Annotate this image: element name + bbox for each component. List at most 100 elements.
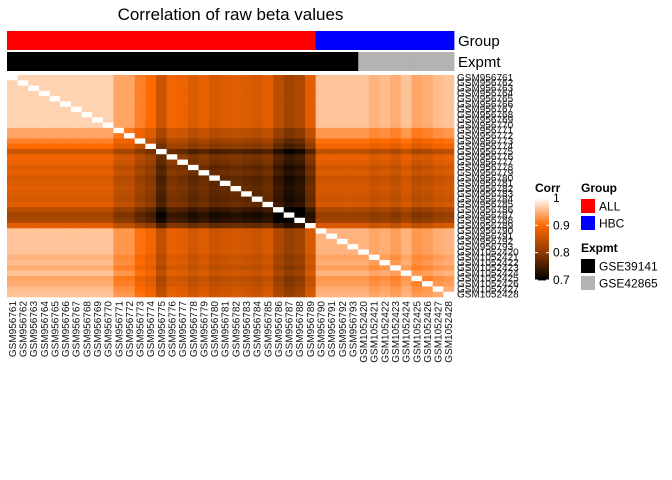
heatmap-cell [241,254,253,261]
heatmap-cell [241,90,253,97]
heatmap-cell [17,180,29,187]
heatmap-cell [294,164,306,171]
heatmap-cell [166,164,178,171]
annotation-label: Expmt [458,54,501,71]
heatmap-cell [177,164,189,171]
annotation-cell [326,52,338,71]
heatmap-cell [326,191,338,197]
heatmap-cell [198,249,210,256]
heatmap-cell [400,244,412,250]
heatmap-cell [219,223,231,229]
heatmap-cell [81,212,93,219]
heatmap-cell [156,228,167,234]
heatmap-cell [336,186,348,192]
heatmap-cell [7,101,18,108]
heatmap-cell [379,117,391,123]
heatmap-cell [209,75,221,81]
heatmap-cell [177,217,189,224]
heatmap-cell [336,159,348,166]
row-label: GSM956772 [457,131,514,142]
corr-colorbar-segment [535,211,549,214]
heatmap-cell [251,96,263,102]
heatmap-cell [156,90,167,97]
heatmap-cell [219,212,231,219]
heatmap-cell [379,233,391,240]
row-label: GSM956782 [457,184,514,195]
heatmap-cell [347,186,359,192]
heatmap-cell [81,249,93,256]
heatmap-cell [241,191,253,197]
heatmap-cell [368,175,380,182]
column-label: GSM956790 [316,301,327,358]
heatmap-cell [187,254,199,261]
heatmap-cell [379,196,391,203]
heatmap-cell [422,154,434,160]
heatmap-cell [38,85,50,92]
column-label: GSM1052421 [370,301,381,363]
heatmap-cell [443,212,455,219]
heatmap-cell [368,238,380,245]
heatmap-cell [70,207,82,213]
heatmap-cell [326,238,338,245]
heatmap-cell [443,180,455,187]
heatmap-cell [209,101,221,108]
heatmap-cell [187,149,199,155]
heatmap-cell [124,265,136,271]
heatmap-cell [305,196,316,203]
heatmap-cell [17,270,29,277]
heatmap-cell [230,270,242,277]
heatmap-cell [336,260,348,266]
heatmap-cell [219,186,231,192]
heatmap-cell [92,201,104,208]
heatmap-cell [251,201,263,208]
heatmap-cell [219,170,231,176]
heatmap-cell [198,138,210,145]
corr-colorbar-segment [535,217,549,219]
heatmap-cell [358,244,370,250]
heatmap-cell [411,175,423,182]
heatmap-cell [113,196,125,203]
heatmap-cell [102,249,114,256]
heatmap-cell [156,122,167,129]
heatmap-cell [7,244,18,250]
heatmap-cell [358,101,370,108]
heatmap-cell [102,143,114,150]
heatmap-cell [390,238,402,245]
heatmap-cell [38,186,50,192]
heatmap-cell [358,85,370,92]
heatmap-cell [92,265,104,271]
heatmap-cell [70,286,82,293]
heatmap-cell [81,122,93,129]
annotation-cell [262,31,274,50]
heatmap-cell [432,223,444,229]
heatmap-cell [241,75,253,81]
heatmap-cell [411,291,423,298]
heatmap-cell [145,201,157,208]
heatmap-cell [379,201,391,208]
heatmap-cell [411,244,423,250]
heatmap-cell [156,170,167,176]
heatmap-cell [443,207,455,213]
heatmap-cell [400,249,412,256]
heatmap-cell [273,75,285,81]
heatmap-cell [390,186,402,192]
heatmap-cell [443,96,455,102]
heatmap-cell [294,286,306,293]
heatmap-cell [156,238,167,245]
heatmap-cell [102,149,114,155]
heatmap-cell [219,164,231,171]
heatmap-cell [145,244,157,250]
column-label: GSM956765 [50,301,61,358]
heatmap-cell [358,96,370,102]
heatmap-cell [432,275,444,282]
heatmap-cell [422,286,434,293]
heatmap-cell [347,286,359,293]
heatmap-cell [198,244,210,250]
heatmap-cell [251,260,263,266]
heatmap-cell [219,112,231,118]
heatmap-cell [134,186,146,192]
heatmap-cell [187,260,199,266]
heatmap-cell [283,191,295,197]
row-label: GSM956780 [457,173,514,184]
heatmap-cell [411,281,423,287]
